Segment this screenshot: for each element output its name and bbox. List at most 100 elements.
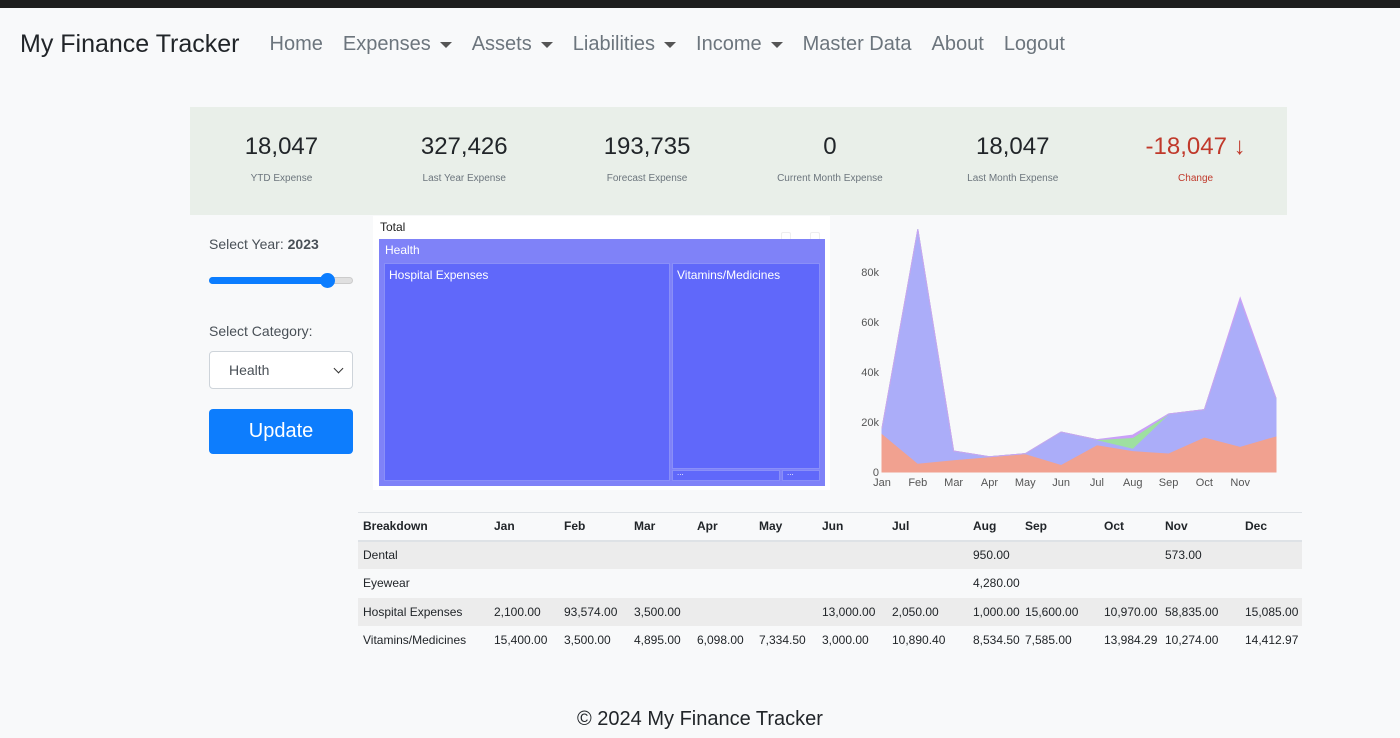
expense-treemap: Total Health Hospital Expenses Vitamins/…	[373, 216, 830, 490]
table-cell	[1099, 540, 1160, 569]
stat-change: -18,047 ↓ Change	[1104, 107, 1287, 215]
year-label: Select Year: 2023	[209, 236, 354, 252]
treemap-node-label: Hospital Expenses	[389, 268, 489, 282]
treemap-root-label[interactable]: Total	[380, 220, 406, 234]
row-label-cell: Eyewear	[363, 576, 410, 591]
table-cell: 4,280.00	[973, 576, 1020, 591]
table-cell: 2,050.00	[887, 597, 968, 626]
x-tick-label: May	[1015, 477, 1036, 489]
table-cell	[559, 569, 629, 598]
table-cell	[887, 540, 968, 569]
treemap-node-dental[interactable]: ...	[782, 468, 820, 481]
window-top-bar	[0, 0, 1400, 8]
caret-down-icon	[770, 42, 783, 48]
table-cell: 10,274.00	[1165, 633, 1219, 648]
row-label-cell: Hospital Expenses	[358, 597, 489, 626]
col-header: Mar	[629, 512, 692, 542]
nav-assets[interactable]: Assets	[472, 33, 553, 56]
stat-value: -18,047 ↓	[1145, 133, 1246, 160]
table-cell	[1240, 569, 1302, 598]
table-cell	[754, 569, 817, 598]
breakdown-table: Breakdown Jan Feb Mar Apr May Jun Jul Au…	[358, 512, 1302, 655]
table-cell: 13,000.00	[817, 597, 887, 626]
brand-link[interactable]: My Finance Tracker	[20, 29, 240, 58]
table-cell: 15,600.00	[1020, 597, 1099, 626]
table-cell	[754, 540, 817, 569]
nav-logout-label: Logout	[1003, 32, 1065, 55]
stat-label: Current Month Expense	[777, 173, 883, 184]
nav-liabilities[interactable]: Liabilities	[573, 33, 677, 56]
table-row: Dental 950.00 573.00	[358, 540, 1302, 569]
table-row: Vitamins/Medicines 15,400.00 3,500.00 4,895…	[358, 626, 1302, 655]
x-tick-label: Jul	[1090, 477, 1104, 489]
stat-label: YTD Expense	[250, 173, 313, 184]
nav-master-data[interactable]: Master Data	[803, 33, 912, 56]
treemap-node-label: ...	[787, 468, 794, 477]
table-cell: 14,412.97	[1245, 633, 1299, 648]
col-header: Feb	[559, 512, 629, 542]
col-header: Breakdown	[358, 512, 489, 542]
chevron-down-icon	[333, 363, 344, 373]
nav-home[interactable]: Home	[270, 33, 323, 56]
table-cell	[489, 540, 559, 569]
col-header: Dec	[1240, 512, 1302, 542]
table-cell: 7,334.50	[759, 633, 806, 648]
table-cell	[559, 540, 629, 569]
treemap-node-hospital[interactable]: Hospital Expenses	[384, 263, 670, 481]
table-cell	[692, 569, 754, 598]
table-cell: 15,400.00	[494, 633, 548, 648]
row-label-cell: Vitamins/Medicines	[363, 633, 467, 648]
caret-down-icon	[664, 42, 677, 48]
treemap-node-health[interactable]: Health Hospital Expenses Vitamins/Medici…	[379, 239, 825, 486]
table-cell: 573.00	[1160, 540, 1240, 569]
footer-copyright: © 2024 My Finance Tracker	[577, 708, 823, 730]
slider-thumb[interactable]	[320, 273, 335, 288]
nav-master-data-label: Master Data	[802, 32, 912, 55]
caret-down-icon	[540, 42, 553, 48]
navbar: My Finance Tracker Home Expenses Assets …	[0, 8, 1400, 80]
table-cell: 3,000.00	[822, 633, 869, 648]
stat-last-month-expense: 18,047 Last Month Expense	[921, 107, 1104, 215]
caret-down-icon	[439, 42, 452, 48]
treemap-node-eyewear[interactable]: ...	[672, 468, 780, 481]
x-tick-label: Feb	[908, 477, 927, 489]
category-selected-value: Health	[229, 362, 270, 378]
table-cell: 10,890.40	[892, 633, 946, 648]
table-cell	[692, 540, 754, 569]
area-series-1[interactable]	[881, 229, 1277, 466]
nav-income[interactable]: Income	[696, 33, 783, 56]
table-cell: 7,585.00	[1025, 633, 1072, 648]
nav-assets-label: Assets	[471, 32, 532, 55]
stat-value: 0	[823, 133, 837, 160]
table-cell	[817, 540, 887, 569]
stat-value: 193,735	[603, 133, 691, 160]
summary-stats: 18,047 YTD Expense 327,426 Last Year Exp…	[190, 107, 1287, 215]
treemap-node-vitamins[interactable]: Vitamins/Medicines	[672, 263, 820, 469]
filter-panel: Select Year: 2023 Select Category: Healt…	[209, 236, 354, 454]
col-header: Jan	[489, 512, 559, 542]
col-header: Nov	[1160, 512, 1240, 542]
stat-current-month-expense: 0 Current Month Expense	[738, 107, 921, 215]
table-cell: 8,534.50	[973, 633, 1020, 648]
table-cell	[1160, 569, 1240, 598]
x-tick-label: Jan	[873, 477, 891, 489]
col-header: Aug	[968, 512, 1020, 542]
table-cell	[489, 569, 559, 598]
table-cell: 1,000.00	[968, 597, 1020, 626]
nav-income-label: Income	[696, 32, 762, 55]
nav-logout[interactable]: Logout	[1004, 33, 1065, 56]
stat-label: Change	[1178, 173, 1214, 184]
nav-expenses[interactable]: Expenses	[343, 33, 452, 56]
area-series-3[interactable]	[881, 229, 1277, 458]
table-cell	[754, 597, 817, 626]
table-header-row: Breakdown Jan Feb Mar Apr May Jun Jul Au…	[358, 512, 1302, 542]
x-tick-label: Sep	[1159, 477, 1179, 489]
x-tick-label: Aug	[1123, 477, 1143, 489]
table-cell: 6,098.00	[697, 633, 744, 648]
y-tick-label: 80k	[861, 267, 879, 279]
update-button[interactable]: Update	[209, 409, 353, 454]
year-slider[interactable]	[209, 270, 353, 290]
category-select[interactable]: Health	[209, 351, 353, 389]
col-header: Jun	[817, 512, 887, 542]
nav-about[interactable]: About	[932, 33, 984, 56]
